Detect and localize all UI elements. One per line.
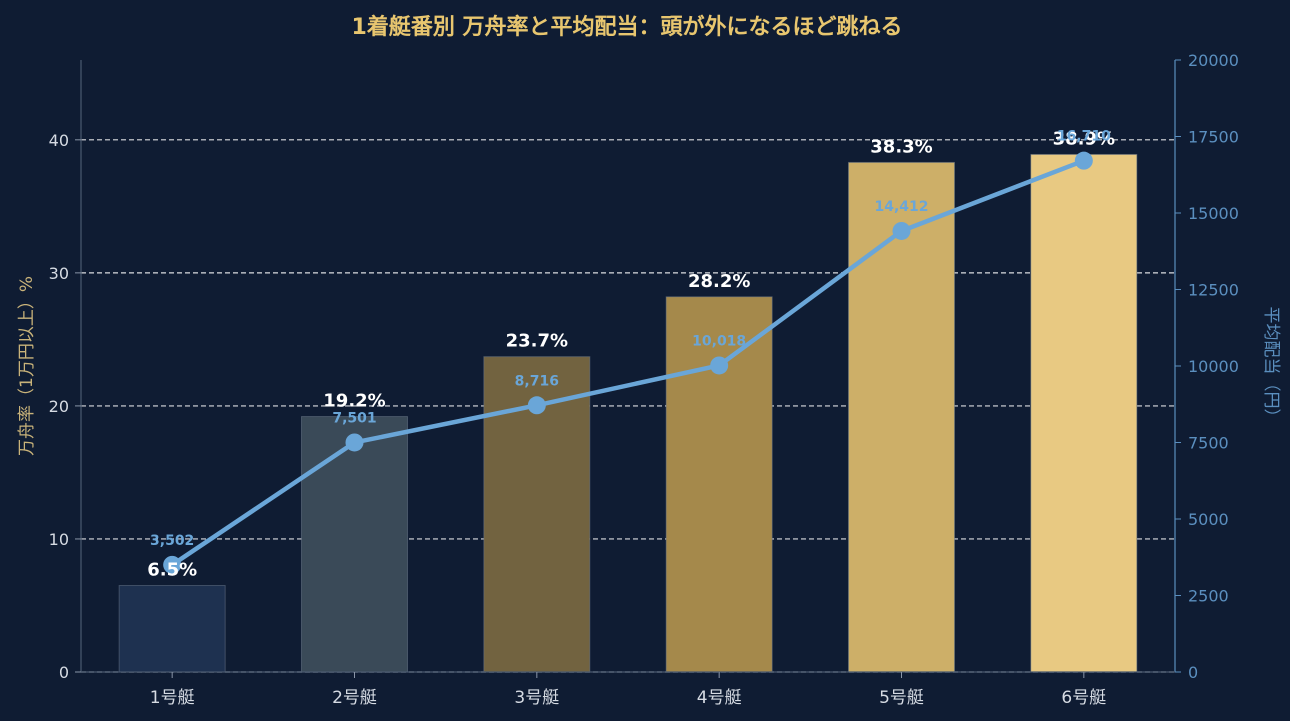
point-value-label: 8,716 xyxy=(515,373,559,389)
bar xyxy=(848,161,955,673)
category-label: 2号艇 xyxy=(332,688,377,708)
y-axis-label-right: 平均配当（円） xyxy=(1261,307,1281,426)
category-label: 4号艇 xyxy=(697,688,742,708)
line-point xyxy=(1074,151,1093,170)
y-axis-label-left: 万舟率（1万円以上）% xyxy=(17,276,37,456)
category-label: 6号艇 xyxy=(1061,688,1106,708)
grid xyxy=(81,139,1175,673)
point-value-label: 14,412 xyxy=(874,199,928,215)
line-path xyxy=(170,158,1085,567)
bar xyxy=(301,416,408,673)
line-series xyxy=(163,151,1093,574)
bar-value-label: 28.2% xyxy=(688,271,750,292)
tick-label-right: 12500 xyxy=(1188,281,1239,300)
tick-label-right: 20000 xyxy=(1188,51,1239,70)
line-point xyxy=(710,356,729,375)
data-labels: 6.5% 19.2% 23.7% 28.2% 38.3% 38.9% 3,502 7,501 8… xyxy=(147,128,1115,580)
tick-label-right: 5000 xyxy=(1188,510,1229,529)
tick-label-right: 17500 xyxy=(1188,128,1239,147)
bar-value-label: 38.9% xyxy=(1053,128,1115,149)
line-point xyxy=(163,555,182,574)
category-label: 1号艇 xyxy=(150,688,195,708)
tick-label-left: 30 xyxy=(49,264,69,283)
category-label: 5号艇 xyxy=(879,688,924,708)
bar xyxy=(483,356,591,673)
bar xyxy=(118,585,226,673)
point-value-label: 3,502 xyxy=(150,533,194,549)
bar-value-label: 6.5% xyxy=(147,560,197,581)
point-value-label: 7,501 xyxy=(332,410,376,426)
bar-value-label: 38.3% xyxy=(870,136,932,157)
tick-label-left: 10 xyxy=(49,530,69,549)
tick-label-left: 20 xyxy=(49,397,69,416)
line-point xyxy=(892,221,911,240)
tick-label-right: 0 xyxy=(1188,663,1198,682)
point-value-label: 10,018 xyxy=(692,333,746,349)
line-point xyxy=(527,396,546,415)
bar xyxy=(665,296,773,673)
bar xyxy=(1030,153,1138,673)
tick-label-left: 40 xyxy=(49,131,69,150)
tick-label-left: 0 xyxy=(59,663,69,682)
bars xyxy=(118,153,1138,673)
category-label: 3号艇 xyxy=(514,688,559,708)
point-value-label: 16,710 xyxy=(1057,129,1111,145)
tick-label-right: 10000 xyxy=(1188,357,1239,376)
line-point xyxy=(345,433,364,452)
tick-label-right: 2500 xyxy=(1188,587,1229,606)
bar-value-label: 19.2% xyxy=(323,391,385,412)
axes: 0 10 20 30 40 0 2500 5000 7500 10000 12500 15000 175… xyxy=(49,51,1239,708)
chart-title: 1着艇番別 万舟率と平均配当：頭が外になるほど跳ねる xyxy=(352,14,903,40)
tick-label-right: 7500 xyxy=(1188,434,1229,453)
tick-label-right: 15000 xyxy=(1188,204,1239,223)
bar-value-label: 23.7% xyxy=(506,331,568,352)
